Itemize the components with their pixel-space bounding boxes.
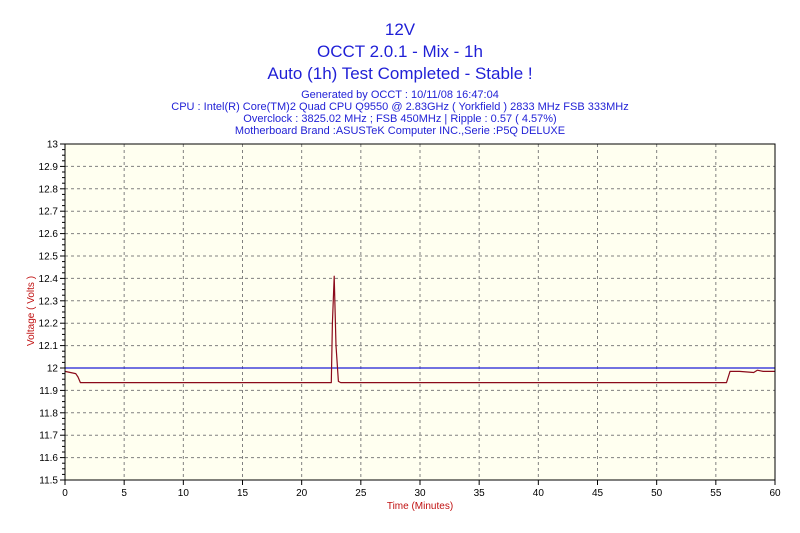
y-tick-label: 12.4 <box>39 274 59 285</box>
cpu-info: CPU : Intel(R) Core(TM)2 Quad CPU Q9550 … <box>171 101 629 113</box>
x-tick-label: 60 <box>769 488 781 499</box>
voltage-series-line <box>64 275 775 384</box>
x-tick-label: 25 <box>355 488 367 499</box>
y-tick-label: 12.1 <box>39 341 59 352</box>
test-status: Auto (1h) Test Completed - Stable ! <box>267 64 533 83</box>
app-title: OCCT 2.0.1 - Mix - 1h <box>317 42 483 61</box>
motherboard-info: Motherboard Brand :ASUSTeK Computer INC.… <box>234 125 566 137</box>
y-tick-label: 11.7 <box>39 431 58 442</box>
overclock-info: Overclock : 3825.02 MHz ; FSB 450MHz | R… <box>243 113 557 125</box>
y-tick-label: 12.9 <box>39 162 59 173</box>
y-tick-label: 13 <box>47 140 59 151</box>
x-tick-label: 5 <box>121 488 127 499</box>
x-tick-label: 35 <box>474 488 486 499</box>
y-tick-label: 12.5 <box>39 252 59 263</box>
y-tick-label: 12.2 <box>39 319 59 330</box>
y-tick-label: 12.8 <box>39 184 59 195</box>
x-tick-label: 10 <box>178 488 190 499</box>
sensor-title: 12V <box>384 20 416 39</box>
x-tick-label: 20 <box>296 488 308 499</box>
y-axis-title: Voltage ( Volts ) <box>26 276 37 346</box>
y-tick-label: 12 <box>47 364 59 375</box>
x-tick-label: 40 <box>533 488 545 499</box>
x-tick-label: 55 <box>710 488 722 499</box>
x-tick-label: 15 <box>237 488 249 499</box>
y-tick-label: 11.9 <box>39 386 58 397</box>
x-tick-label: 0 <box>62 488 68 499</box>
x-tick-label: 30 <box>414 488 426 499</box>
generated-info: Generated by OCCT : 10/11/08 16:47:04 <box>301 89 499 101</box>
y-tick-label: 12.7 <box>39 207 59 218</box>
y-tick-label: 11.8 <box>39 408 58 419</box>
y-tick-label: 12.6 <box>39 229 59 240</box>
x-tick-label: 50 <box>651 488 663 499</box>
x-tick-label: 45 <box>592 488 604 499</box>
y-tick-label: 12.3 <box>39 296 59 307</box>
y-tick-label: 11.5 <box>39 476 58 487</box>
x-axis-title: Time (Minutes) <box>387 501 453 512</box>
y-tick-label: 11.6 <box>39 453 58 464</box>
